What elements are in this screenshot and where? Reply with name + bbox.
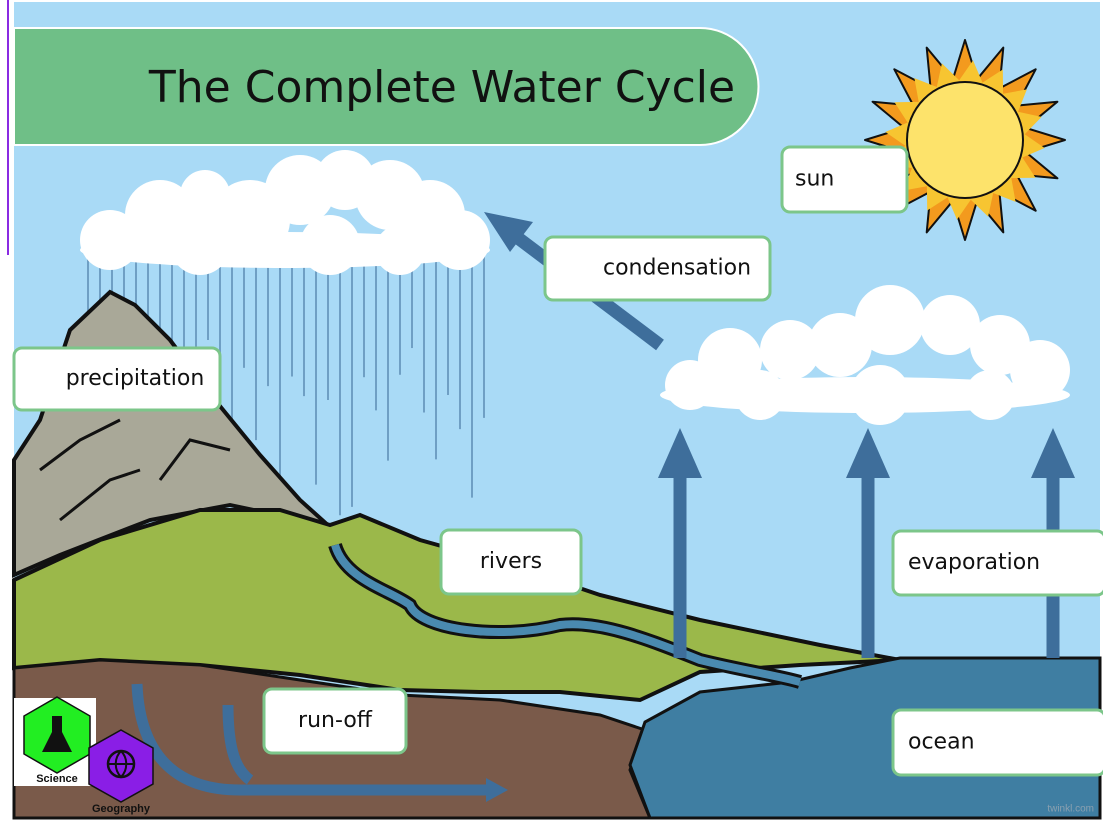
label-text: sun — [795, 167, 834, 192]
badge-label: Geography — [92, 803, 151, 815]
label-text: run-off — [298, 708, 373, 733]
watermark: twinkl.com — [1047, 804, 1094, 815]
badge-label: Science — [36, 773, 78, 785]
label-text: evaporation — [908, 550, 1040, 575]
side-border — [7, 0, 9, 255]
sun-disc — [907, 82, 1023, 198]
cloud-base — [660, 377, 1070, 413]
water-cycle-diagram: The Complete Water Cycle sun condensation… — [0, 0, 1103, 822]
title: The Complete Water Cycle — [148, 62, 735, 113]
label-text: rivers — [480, 549, 542, 574]
cloud-base — [80, 232, 490, 268]
page: {"header": {"title": "The Complete Water… — [0, 0, 1103, 822]
label-text: precipitation — [66, 366, 205, 391]
cloud-puff — [855, 285, 925, 355]
label-text: condensation — [603, 256, 751, 281]
label-text: ocean — [908, 730, 975, 755]
